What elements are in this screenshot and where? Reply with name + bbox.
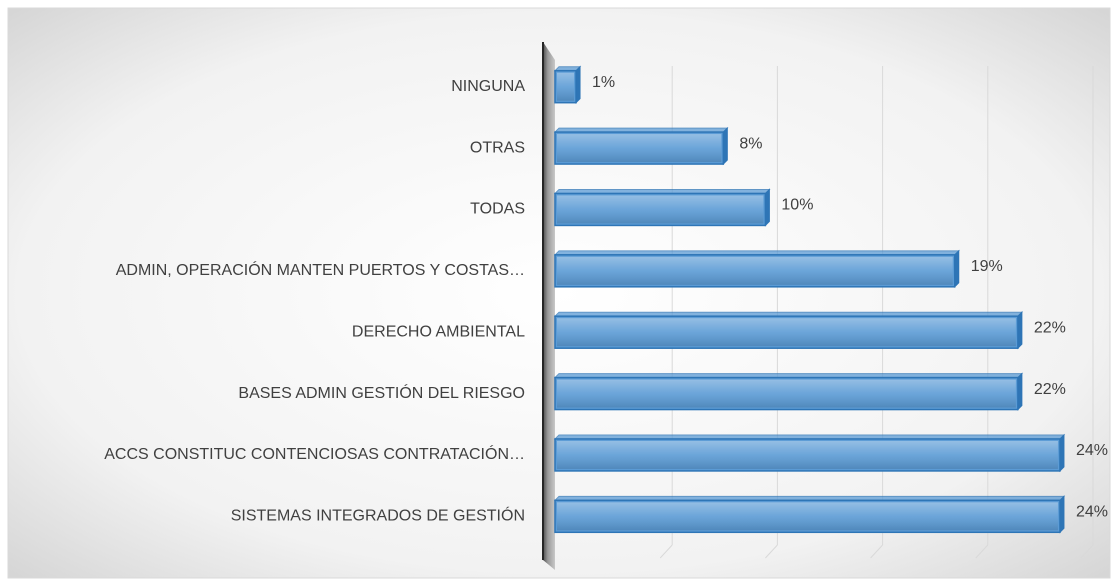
- data-label: 8%: [739, 135, 762, 152]
- category-label: TODAS: [470, 201, 525, 218]
- data-label: 10%: [781, 197, 813, 214]
- grid-floor: [659, 544, 673, 559]
- grid-floor: [1080, 544, 1094, 559]
- category-label: SISTEMAS INTEGRADOS DE GESTIÓN: [231, 506, 525, 525]
- category-label: OTRAS: [470, 139, 525, 156]
- bar-shine: [557, 379, 1016, 408]
- data-label: 24%: [1076, 504, 1108, 521]
- grid-floor: [975, 544, 989, 559]
- data-label: 19%: [971, 258, 1003, 275]
- category-label: ADMIN, OPERACIÓN MANTEN PUERTOS Y COSTAS…: [116, 260, 525, 279]
- bar-shine: [557, 502, 1058, 531]
- bar-shine: [557, 195, 764, 224]
- data-label: 22%: [1034, 319, 1066, 336]
- bar-shine: [557, 318, 1016, 347]
- category-label: DERECHO AMBIENTAL: [352, 323, 525, 340]
- category-label: BASES ADMIN GESTIÓN DEL RIESGO: [238, 383, 525, 402]
- grid-floor: [765, 544, 778, 559]
- data-label: 24%: [1076, 442, 1108, 459]
- bars: [553, 65, 1066, 534]
- grid-floor: [870, 544, 883, 559]
- category-label: NINGUNA: [451, 78, 525, 95]
- bar-shine: [557, 440, 1058, 469]
- axis-wall: [543, 42, 555, 570]
- data-label: 1%: [592, 74, 615, 91]
- category-label: ACCS CONSTITUC CONTENCIOSAS CONTRATACIÓN…: [104, 444, 525, 463]
- bar-shine: [557, 256, 953, 285]
- bar-shine: [557, 72, 575, 101]
- data-label: 22%: [1034, 381, 1066, 398]
- bar-shine: [557, 134, 722, 163]
